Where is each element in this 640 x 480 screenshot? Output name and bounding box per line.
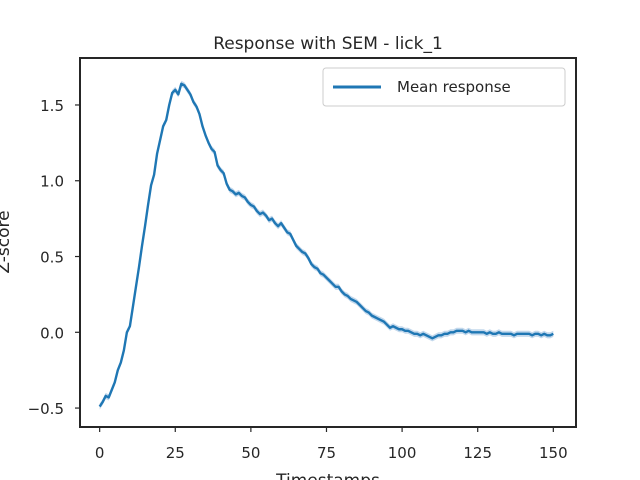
y-axis-ticks: −0.5 0.0 0.5 1.0 1.5 bbox=[28, 97, 80, 418]
y-tick-label: 1.0 bbox=[40, 173, 64, 191]
x-axis-ticks: 0 25 50 75 100 125 150 bbox=[95, 427, 568, 462]
x-tick-label: 50 bbox=[241, 444, 260, 462]
y-tick-label: 1.5 bbox=[40, 97, 64, 115]
y-tick-label: 0.5 bbox=[40, 249, 64, 267]
legend: Mean response bbox=[322, 67, 566, 107]
plot-area bbox=[98, 80, 554, 410]
x-axis-label: Timestamps bbox=[275, 471, 380, 480]
x-tick-label: 150 bbox=[539, 444, 568, 462]
y-tick-label: 0.0 bbox=[40, 324, 64, 342]
legend-label: Mean response bbox=[397, 78, 511, 96]
chart-title: Response with SEM - lick_1 bbox=[213, 34, 443, 54]
x-tick-label: 0 bbox=[95, 444, 105, 462]
axes-frame bbox=[79, 57, 577, 428]
x-tick-label: 125 bbox=[463, 444, 492, 462]
legend-box bbox=[322, 67, 566, 107]
x-tick-label: 100 bbox=[388, 444, 417, 462]
x-tick-label: 75 bbox=[317, 444, 336, 462]
y-axis-label: Z-score bbox=[0, 210, 14, 273]
sem-band bbox=[99, 80, 554, 410]
mean-response-line bbox=[98, 82, 554, 408]
y-tick-label: −0.5 bbox=[28, 400, 64, 418]
x-tick-label: 25 bbox=[166, 444, 185, 462]
